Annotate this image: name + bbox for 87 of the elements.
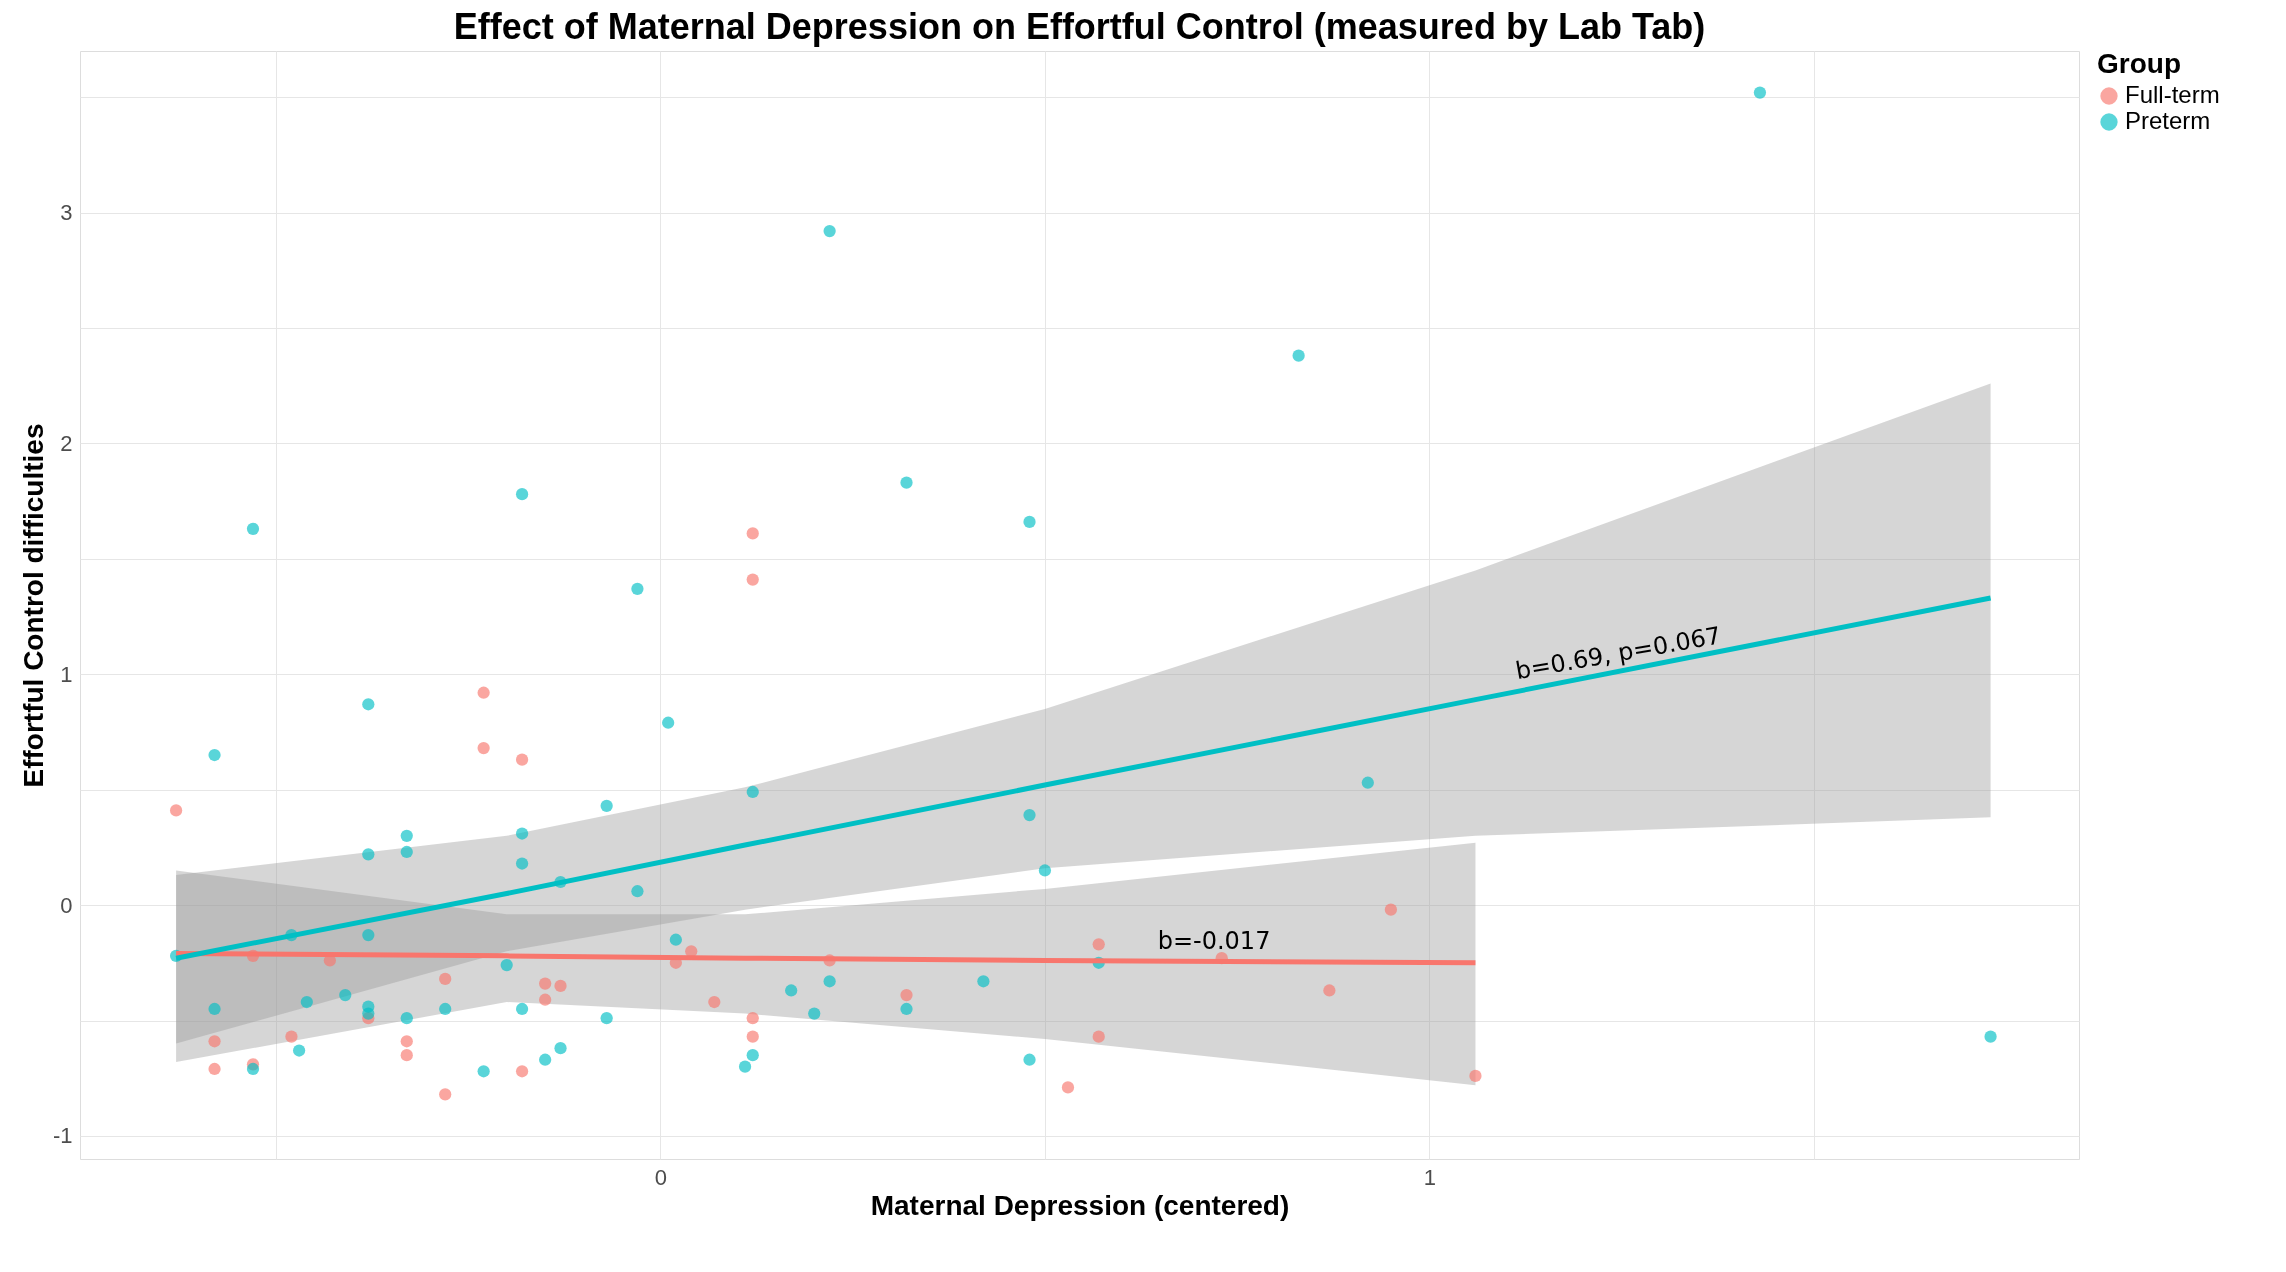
point: [362, 1007, 375, 1020]
point: [600, 1012, 613, 1025]
point: [662, 716, 675, 729]
y-axis-title: Effortful Control difficulties: [17, 423, 49, 788]
point: [515, 488, 529, 501]
chart-title: Effect of Maternal Depression on Effortful Control (measured by Lab Tab): [453, 6, 1706, 47]
point: [746, 1030, 759, 1043]
point: [246, 1062, 260, 1076]
legend-label: Full-term: [2125, 81, 2220, 108]
annotation: b=0.69, p=0.067: [1513, 621, 1724, 686]
y-tick-label: 2: [60, 430, 73, 456]
point: [515, 857, 529, 870]
point: [554, 979, 567, 992]
point: [1469, 1069, 1482, 1083]
point: [1292, 349, 1305, 362]
point: [539, 977, 552, 990]
point: [285, 1030, 298, 1043]
point: [746, 1049, 759, 1062]
point: [600, 799, 613, 812]
point: [746, 785, 759, 799]
point: [1061, 1081, 1075, 1094]
point: [500, 958, 513, 972]
point: [246, 522, 260, 535]
point: [293, 1044, 306, 1057]
legend-label: Preterm: [2125, 107, 2211, 134]
point: [339, 989, 352, 1002]
y-tick-label: 1: [60, 661, 73, 687]
point: [785, 984, 798, 997]
annotation: b=-0.017: [1157, 927, 1271, 956]
point: [400, 829, 413, 842]
point: [1753, 86, 1767, 99]
point: [477, 742, 490, 755]
point: [477, 1065, 490, 1078]
point: [515, 753, 529, 766]
point: [362, 928, 375, 942]
point: [823, 975, 836, 988]
y-tick-label: 0: [60, 892, 73, 918]
point: [515, 1002, 529, 1016]
point: [362, 848, 375, 861]
point: [400, 1035, 413, 1048]
point: [169, 804, 183, 817]
point: [900, 989, 913, 1002]
point: [400, 1049, 413, 1062]
point: [631, 582, 644, 595]
point: [823, 224, 836, 238]
point: [539, 993, 552, 1006]
point: [746, 573, 759, 586]
y-tick-label: -1: [52, 1123, 73, 1149]
point: [515, 1065, 529, 1078]
point: [208, 748, 221, 762]
point: [1984, 1030, 1997, 1043]
point: [738, 1060, 752, 1073]
point: [746, 1012, 759, 1025]
point: [362, 698, 375, 711]
point: [808, 1007, 821, 1020]
point: [708, 995, 721, 1009]
point: [631, 885, 644, 898]
point: [900, 476, 913, 489]
point: [208, 1002, 221, 1016]
y-tick-label: 3: [60, 200, 73, 226]
point: [439, 1002, 452, 1016]
point: [900, 1002, 913, 1016]
point: [439, 972, 452, 986]
point: [1023, 515, 1036, 529]
point: [977, 975, 990, 988]
point: [439, 1088, 452, 1101]
point: [477, 686, 490, 699]
point: [1361, 776, 1374, 789]
point: [1384, 903, 1398, 916]
point: [1092, 1030, 1105, 1043]
point: [746, 527, 759, 540]
point: [669, 933, 682, 946]
point: [300, 995, 313, 1009]
point: [1023, 808, 1036, 822]
point: [554, 1042, 567, 1055]
legend-title: Group: [2097, 48, 2181, 79]
point: [1023, 1053, 1036, 1066]
point: [539, 1053, 552, 1066]
point: [400, 1012, 413, 1025]
point: [400, 845, 413, 859]
point: [208, 1035, 221, 1048]
point: [208, 1062, 221, 1076]
point: [1092, 938, 1105, 951]
point: [1038, 864, 1052, 877]
x-axis-title: Maternal Depression (centered): [870, 1189, 1290, 1221]
point: [515, 827, 529, 840]
point: [1323, 984, 1336, 997]
